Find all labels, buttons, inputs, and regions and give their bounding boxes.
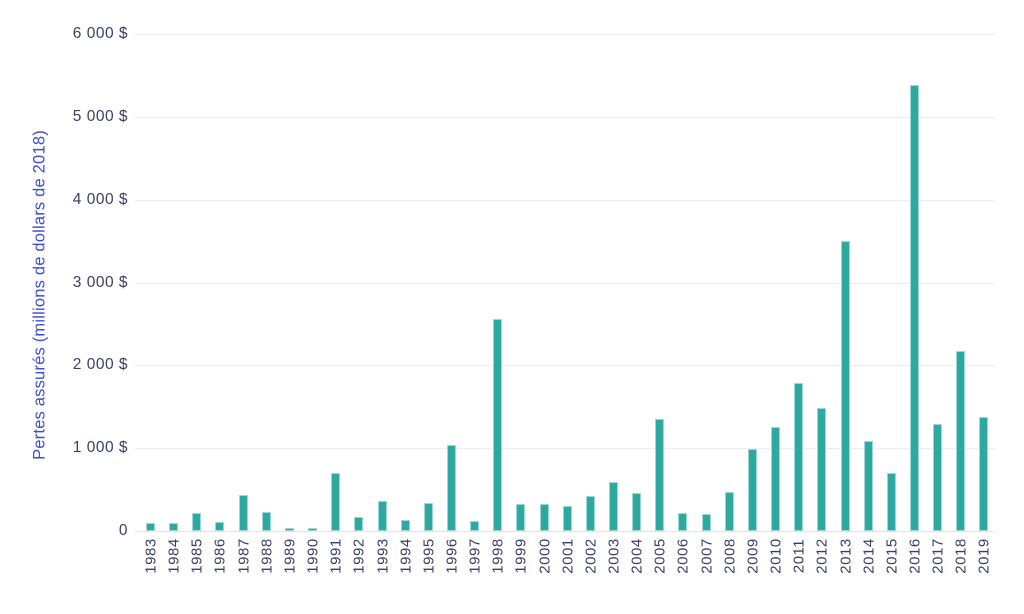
bar-2013: [840, 240, 850, 531]
bar-2001: [562, 506, 572, 531]
bar-1997: [470, 520, 480, 531]
x-axis-baseline: [135, 531, 995, 532]
bar-1988: [261, 512, 271, 531]
x-tick-label-1983: 1983: [142, 538, 160, 574]
x-tick-label-2000: 2000: [536, 538, 554, 574]
bar-1999: [516, 503, 526, 531]
x-tick-label-2005: 2005: [651, 538, 669, 574]
bar-1993: [377, 500, 387, 531]
x-tick-label-2013: 2013: [837, 538, 854, 574]
y-axis-title: Pertes assurés (millions de dollars de 2…: [30, 130, 49, 460]
x-tick-label-1986: 1986: [211, 538, 229, 574]
x-tick-label-1996: 1996: [443, 538, 461, 574]
bar-2018: [956, 350, 966, 531]
bar-2012: [817, 407, 827, 531]
bar-1991: [331, 472, 341, 531]
bar-2003: [609, 482, 618, 531]
x-tick-label-2003: 2003: [605, 538, 623, 574]
bar-1995: [423, 503, 433, 531]
x-tick-label-2008: 2008: [721, 538, 739, 574]
x-tick-label-1993: 1993: [374, 538, 391, 574]
x-tick-label-2001: 2001: [559, 538, 577, 574]
gridline: [135, 365, 995, 367]
bar-2011: [794, 383, 804, 531]
gridline: [135, 282, 995, 284]
x-tick-label-2011: 2011: [790, 538, 808, 574]
x-tick-label-1985: 1985: [188, 538, 206, 574]
x-tick-label-1989: 1989: [281, 538, 299, 574]
bar-2009: [747, 449, 757, 531]
bar-2000: [539, 503, 549, 531]
x-tick-label-2010: 2010: [767, 538, 785, 574]
x-tick-label-2019: 2019: [975, 538, 993, 574]
bar-2017: [933, 423, 943, 531]
bar-2008: [724, 492, 734, 531]
bar-1992: [354, 516, 364, 531]
x-tick-label-2006: 2006: [674, 538, 692, 574]
bar-2004: [632, 493, 642, 531]
y-tick-label-4000: 4 000 $: [72, 190, 128, 208]
gridline: [135, 448, 995, 450]
y-tick-label-5000: 5 000 $: [72, 108, 128, 125]
y-tick-label-6000: 6 000 $: [72, 25, 128, 43]
bar-2006: [678, 512, 688, 531]
gridline: [135, 199, 995, 201]
y-tick-label-3000: 3 000 $: [72, 273, 128, 291]
bar-2014: [863, 440, 873, 531]
y-tick-label-2000: 2 000 $: [72, 356, 128, 374]
x-tick-label-2004: 2004: [628, 538, 646, 574]
bar-2007: [701, 514, 711, 531]
bar-2016: [909, 84, 919, 531]
x-tick-label-2017: 2017: [929, 538, 947, 574]
x-tick-label-1999: 1999: [512, 538, 530, 574]
x-tick-label-2007: 2007: [698, 538, 716, 574]
bar-1985: [192, 512, 202, 531]
y-tick-label-1000: 1 000 $: [72, 439, 128, 457]
x-tick-label-1984: 1984: [165, 538, 183, 574]
x-tick-label-2009: 2009: [744, 538, 762, 574]
bar-2010: [771, 426, 781, 531]
bar-1998: [493, 319, 503, 531]
x-tick-label-1992: 1992: [350, 538, 368, 574]
bar-2019: [979, 416, 989, 531]
x-tick-label-1987: 1987: [235, 538, 253, 574]
bar-2015: [886, 473, 896, 531]
x-tick-label-2015: 2015: [883, 538, 901, 574]
bar-2002: [585, 496, 595, 531]
gridline: [135, 117, 995, 118]
x-tick-label-2016: 2016: [906, 538, 924, 574]
x-tick-label-2014: 2014: [860, 538, 878, 574]
x-tick-label-1991: 1991: [327, 538, 345, 574]
gridline: [135, 34, 995, 36]
bar-1986: [215, 521, 225, 531]
bar-1990: [308, 527, 318, 531]
x-tick-label-2002: 2002: [582, 538, 600, 574]
x-tick-label-1995: 1995: [420, 538, 438, 574]
x-tick-label-1997: 1997: [466, 538, 484, 574]
y-tick-label-0: 0: [118, 522, 128, 539]
x-tick-label-1988: 1988: [258, 538, 276, 574]
x-tick-label-2018: 2018: [952, 538, 970, 574]
bar-1996: [446, 445, 456, 531]
x-tick-label-1990: 1990: [304, 538, 322, 574]
bar-2005: [655, 419, 665, 531]
x-tick-label-1998: 1998: [489, 538, 507, 574]
bar-1989: [284, 527, 294, 531]
bar-1984: [169, 523, 179, 531]
bar-1987: [238, 494, 248, 531]
bar-1983: [146, 523, 155, 531]
x-tick-label-2012: 2012: [813, 538, 831, 574]
x-tick-label-1994: 1994: [397, 538, 415, 574]
bar-1994: [400, 519, 410, 531]
